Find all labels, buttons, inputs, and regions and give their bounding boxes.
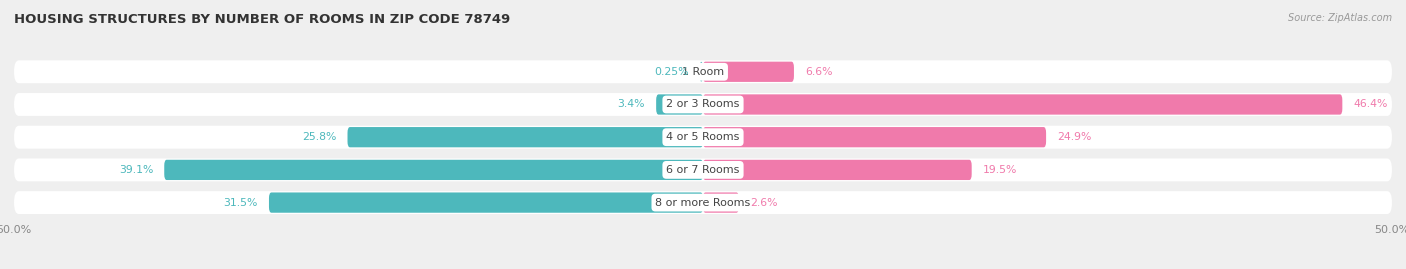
Text: Source: ZipAtlas.com: Source: ZipAtlas.com xyxy=(1288,13,1392,23)
Text: 2 or 3 Rooms: 2 or 3 Rooms xyxy=(666,100,740,109)
Text: 6 or 7 Rooms: 6 or 7 Rooms xyxy=(666,165,740,175)
FancyBboxPatch shape xyxy=(657,94,703,115)
FancyBboxPatch shape xyxy=(14,60,1392,83)
FancyBboxPatch shape xyxy=(703,62,794,82)
Text: 2.6%: 2.6% xyxy=(749,198,778,208)
Text: 3.4%: 3.4% xyxy=(617,100,645,109)
Text: 19.5%: 19.5% xyxy=(983,165,1017,175)
Text: 39.1%: 39.1% xyxy=(120,165,153,175)
Text: 31.5%: 31.5% xyxy=(224,198,257,208)
Text: 0.25%: 0.25% xyxy=(654,67,689,77)
FancyBboxPatch shape xyxy=(700,62,703,82)
FancyBboxPatch shape xyxy=(269,192,703,213)
Text: 1 Room: 1 Room xyxy=(682,67,724,77)
FancyBboxPatch shape xyxy=(703,127,1046,147)
FancyBboxPatch shape xyxy=(347,127,703,147)
Text: 4 or 5 Rooms: 4 or 5 Rooms xyxy=(666,132,740,142)
Text: 24.9%: 24.9% xyxy=(1057,132,1091,142)
FancyBboxPatch shape xyxy=(14,93,1392,116)
FancyBboxPatch shape xyxy=(14,191,1392,214)
Text: 25.8%: 25.8% xyxy=(302,132,336,142)
FancyBboxPatch shape xyxy=(703,94,1343,115)
Text: 8 or more Rooms: 8 or more Rooms xyxy=(655,198,751,208)
FancyBboxPatch shape xyxy=(703,160,972,180)
FancyBboxPatch shape xyxy=(703,192,738,213)
Text: HOUSING STRUCTURES BY NUMBER OF ROOMS IN ZIP CODE 78749: HOUSING STRUCTURES BY NUMBER OF ROOMS IN… xyxy=(14,13,510,26)
FancyBboxPatch shape xyxy=(165,160,703,180)
FancyBboxPatch shape xyxy=(14,158,1392,181)
Text: 46.4%: 46.4% xyxy=(1354,100,1388,109)
FancyBboxPatch shape xyxy=(14,126,1392,149)
Text: 6.6%: 6.6% xyxy=(806,67,832,77)
